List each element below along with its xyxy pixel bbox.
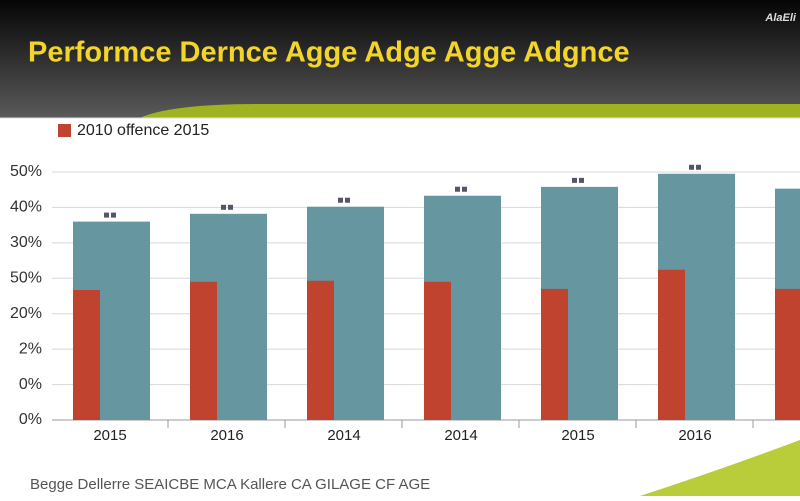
- bar: [424, 281, 451, 420]
- y-tick-label: 40%: [10, 199, 42, 216]
- bar: [190, 281, 217, 420]
- x-tick-label: 2016: [678, 427, 711, 444]
- bar-marker: [579, 177, 584, 183]
- legend-label: 2010 offence 2015: [77, 122, 209, 139]
- footer: Begge Dellerre SEAICBE MCA Kallere CA GI…: [30, 476, 430, 493]
- bar: [541, 288, 568, 420]
- bar-marker: [572, 177, 577, 183]
- y-tick-label: 0%: [19, 411, 42, 428]
- bar-marker: [345, 197, 350, 203]
- x-tick-label: 2015: [93, 427, 126, 444]
- y-tick-label: 2%: [19, 340, 42, 357]
- slide-title: Performce Dernce Agge Adge Agge Adgnce: [28, 37, 630, 69]
- y-tick-label: 50%: [10, 163, 42, 180]
- y-tick-label: 30%: [10, 234, 42, 251]
- bar: [775, 288, 800, 420]
- y-tick-label: 50%: [10, 270, 42, 287]
- legend-swatch: [58, 124, 71, 137]
- y-tick-label: 0%: [19, 376, 42, 393]
- y-tick-label: 20%: [10, 305, 42, 322]
- bar-marker: [104, 212, 109, 218]
- header-band: [0, 0, 800, 118]
- bar: [307, 280, 334, 420]
- x-tick-label: 2015: [561, 427, 594, 444]
- corner-decor: [640, 440, 800, 496]
- x-tick-label: 2016: [210, 427, 243, 444]
- bar-marker: [689, 164, 694, 170]
- x-tick-label: 2014: [444, 427, 477, 444]
- plot: 0% 0% 2% 20% 50% 30% 40% 50% 2015 2016 2014 2014 201…: [10, 122, 800, 444]
- bar: [73, 289, 100, 420]
- bar: [658, 269, 685, 420]
- bar-marker: [462, 186, 467, 192]
- header-stripe: [140, 104, 800, 118]
- bar-marker: [338, 197, 343, 203]
- logo: AlaEli: [764, 12, 797, 24]
- bar-marker: [696, 164, 701, 170]
- bar-marker: [221, 204, 226, 210]
- x-tick-label: 2014: [327, 427, 360, 444]
- bar-marker: [111, 212, 116, 218]
- bar-marker: [455, 186, 460, 192]
- bar-marker: [228, 204, 233, 210]
